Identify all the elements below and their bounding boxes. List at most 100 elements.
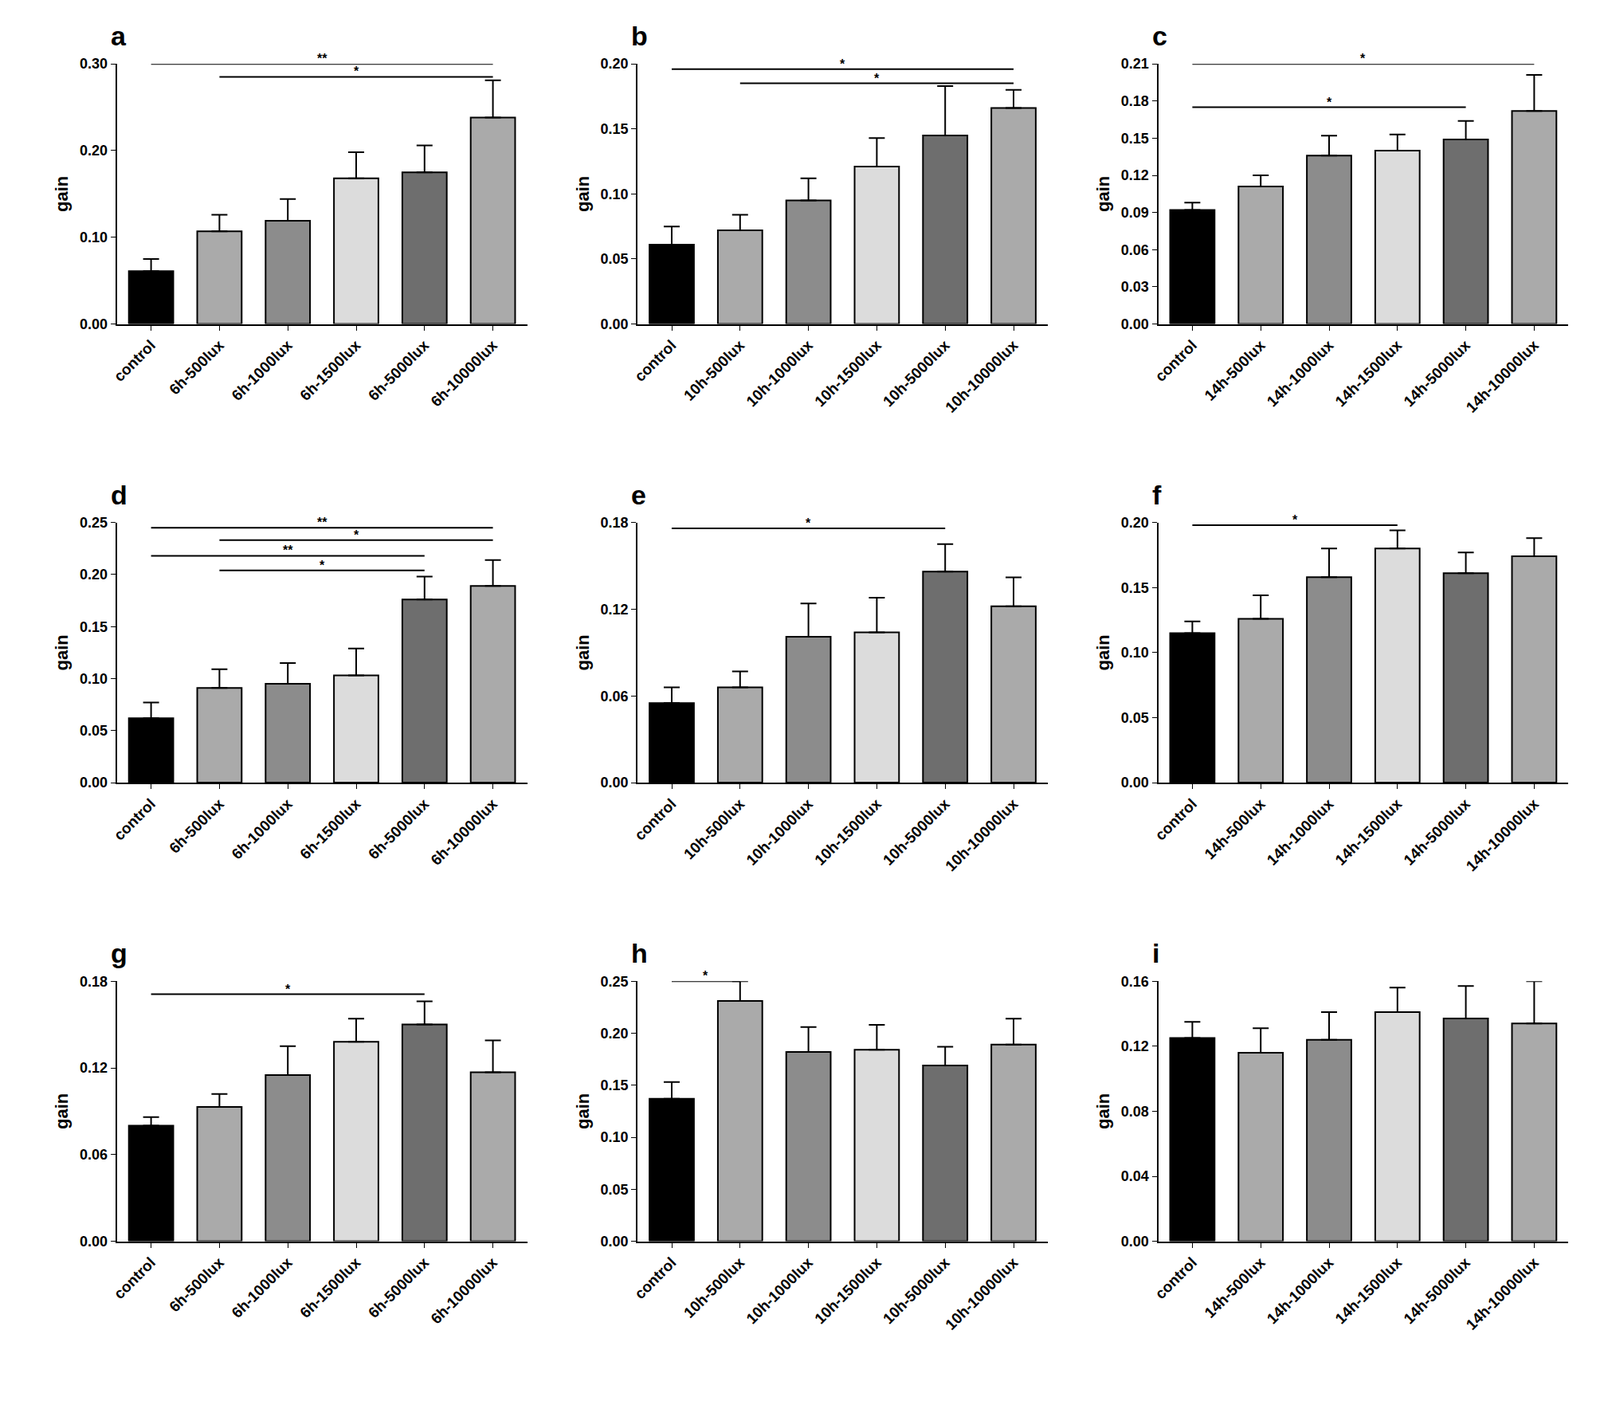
svg-text:gain: gain [1093,176,1114,212]
svg-text:6h-5000lux: 6h-5000lux [364,1253,433,1322]
svg-text:control: control [631,795,679,844]
svg-text:*: * [285,982,291,997]
svg-text:6h-10000lux: 6h-10000lux [427,795,501,869]
svg-text:control: control [110,795,159,844]
svg-text:0.06: 0.06 [1121,242,1150,259]
svg-text:10h-1500lux: 10h-1500lux [811,336,885,410]
svg-text:gain: gain [572,176,593,212]
svg-text:14h-1500lux: 14h-1500lux [1332,336,1406,410]
svg-text:6h-1000lux: 6h-1000lux [227,1253,296,1322]
svg-text:0.20: 0.20 [600,55,628,72]
svg-text:6h-500lux: 6h-500lux [165,336,228,398]
svg-text:14h-500lux: 14h-500lux [1200,795,1269,863]
svg-text:0.15: 0.15 [1121,580,1150,597]
svg-text:0.18: 0.18 [1121,93,1150,110]
svg-text:0.20: 0.20 [1121,514,1150,531]
svg-text:0.10: 0.10 [1121,644,1150,661]
svg-text:0.10: 0.10 [79,229,108,246]
svg-text:6h-5000lux: 6h-5000lux [364,795,433,863]
svg-text:**: ** [282,543,294,557]
svg-text:10h-10000lux: 10h-10000lux [941,795,1022,875]
svg-text:control: control [1152,1254,1200,1302]
svg-text:0.25: 0.25 [600,972,628,989]
svg-text:*: * [805,516,812,530]
svg-text:6h-1500lux: 6h-1500lux [296,1253,365,1322]
svg-text:6h-10000lux: 6h-10000lux [427,336,501,410]
svg-text:**: ** [317,515,328,530]
svg-text:10h-500lux: 10h-500lux [680,795,749,863]
svg-text:14h-5000lux: 14h-5000lux [1400,1253,1474,1327]
svg-text:a: a [110,20,127,51]
svg-text:i: i [1152,937,1160,969]
svg-text:14h-1500lux: 14h-1500lux [1332,1253,1406,1327]
svg-text:0.16: 0.16 [1121,972,1150,989]
svg-text:b: b [631,20,648,51]
svg-text:6h-1000lux: 6h-1000lux [227,795,296,863]
svg-text:10h-10000lux: 10h-10000lux [941,336,1022,416]
svg-text:h: h [631,937,648,969]
svg-text:0.10: 0.10 [79,670,108,687]
svg-text:14h-1500lux: 14h-1500lux [1332,795,1406,869]
svg-text:14h-500lux: 14h-500lux [1200,336,1269,404]
svg-text:e: e [631,479,647,510]
svg-text:*: * [353,64,360,79]
svg-text:0.20: 0.20 [600,1025,628,1042]
svg-text:**: ** [317,51,328,66]
svg-text:14h-500lux: 14h-500lux [1200,1253,1269,1322]
svg-text:6h-500lux: 6h-500lux [165,795,228,857]
svg-text:0.12: 0.12 [1121,167,1150,184]
svg-text:gain: gain [51,1093,72,1130]
svg-text:0.05: 0.05 [79,722,108,739]
svg-text:0.15: 0.15 [600,121,628,138]
svg-text:6h-500lux: 6h-500lux [165,1253,228,1315]
svg-text:0.04: 0.04 [1121,1168,1150,1185]
svg-text:gain: gain [572,1093,593,1130]
svg-text:6h-10000lux: 6h-10000lux [427,1253,501,1327]
svg-text:0.15: 0.15 [600,1077,628,1094]
svg-text:10h-5000lux: 10h-5000lux [879,336,953,410]
svg-text:*: * [702,968,709,983]
svg-text:gain: gain [572,634,593,671]
svg-text:*: * [1360,51,1366,66]
svg-text:gain: gain [1093,1093,1114,1130]
svg-text:d: d [110,479,128,510]
svg-text:control: control [631,337,679,385]
svg-text:0.08: 0.08 [1121,1103,1150,1120]
svg-text:gain: gain [1093,634,1114,671]
svg-text:0.00: 0.00 [79,774,108,791]
svg-text:control: control [110,1254,159,1302]
svg-text:0.15: 0.15 [79,619,108,636]
svg-text:*: * [319,558,326,573]
svg-text:0.05: 0.05 [600,1181,628,1198]
svg-text:10h-1000lux: 10h-1000lux [742,336,816,410]
svg-text:6h-5000lux: 6h-5000lux [364,336,433,404]
svg-text:*: * [353,528,360,542]
svg-text:0.05: 0.05 [600,250,628,267]
svg-text:0.09: 0.09 [1121,204,1150,221]
svg-text:0.06: 0.06 [600,688,628,705]
svg-text:14h-10000lux: 14h-10000lux [1462,795,1543,875]
svg-text:control: control [110,337,159,385]
svg-text:14h-1000lux: 14h-1000lux [1263,795,1338,869]
svg-text:10h-5000lux: 10h-5000lux [879,1253,953,1327]
svg-text:6h-1000lux: 6h-1000lux [227,336,296,404]
svg-text:10h-5000lux: 10h-5000lux [879,795,953,869]
svg-text:0.00: 0.00 [1121,316,1150,333]
svg-text:10h-1000lux: 10h-1000lux [742,795,816,869]
svg-text:10h-1500lux: 10h-1500lux [811,1253,885,1327]
svg-text:14h-5000lux: 14h-5000lux [1400,336,1474,410]
svg-text:0.03: 0.03 [1121,278,1150,295]
svg-text:0.15: 0.15 [1121,130,1150,147]
svg-text:0.21: 0.21 [1121,55,1150,72]
svg-text:10h-1000lux: 10h-1000lux [742,1253,816,1327]
svg-text:0.05: 0.05 [1121,709,1150,726]
svg-text:0.00: 0.00 [600,774,628,791]
svg-text:0.10: 0.10 [600,1129,628,1146]
svg-text:gain: gain [51,634,72,671]
svg-text:0.12: 0.12 [79,1059,108,1076]
svg-text:control: control [1152,795,1200,844]
svg-text:0.20: 0.20 [79,142,108,159]
svg-text:*: * [1292,513,1299,527]
svg-text:0.00: 0.00 [79,316,108,333]
svg-text:10h-500lux: 10h-500lux [680,336,749,404]
